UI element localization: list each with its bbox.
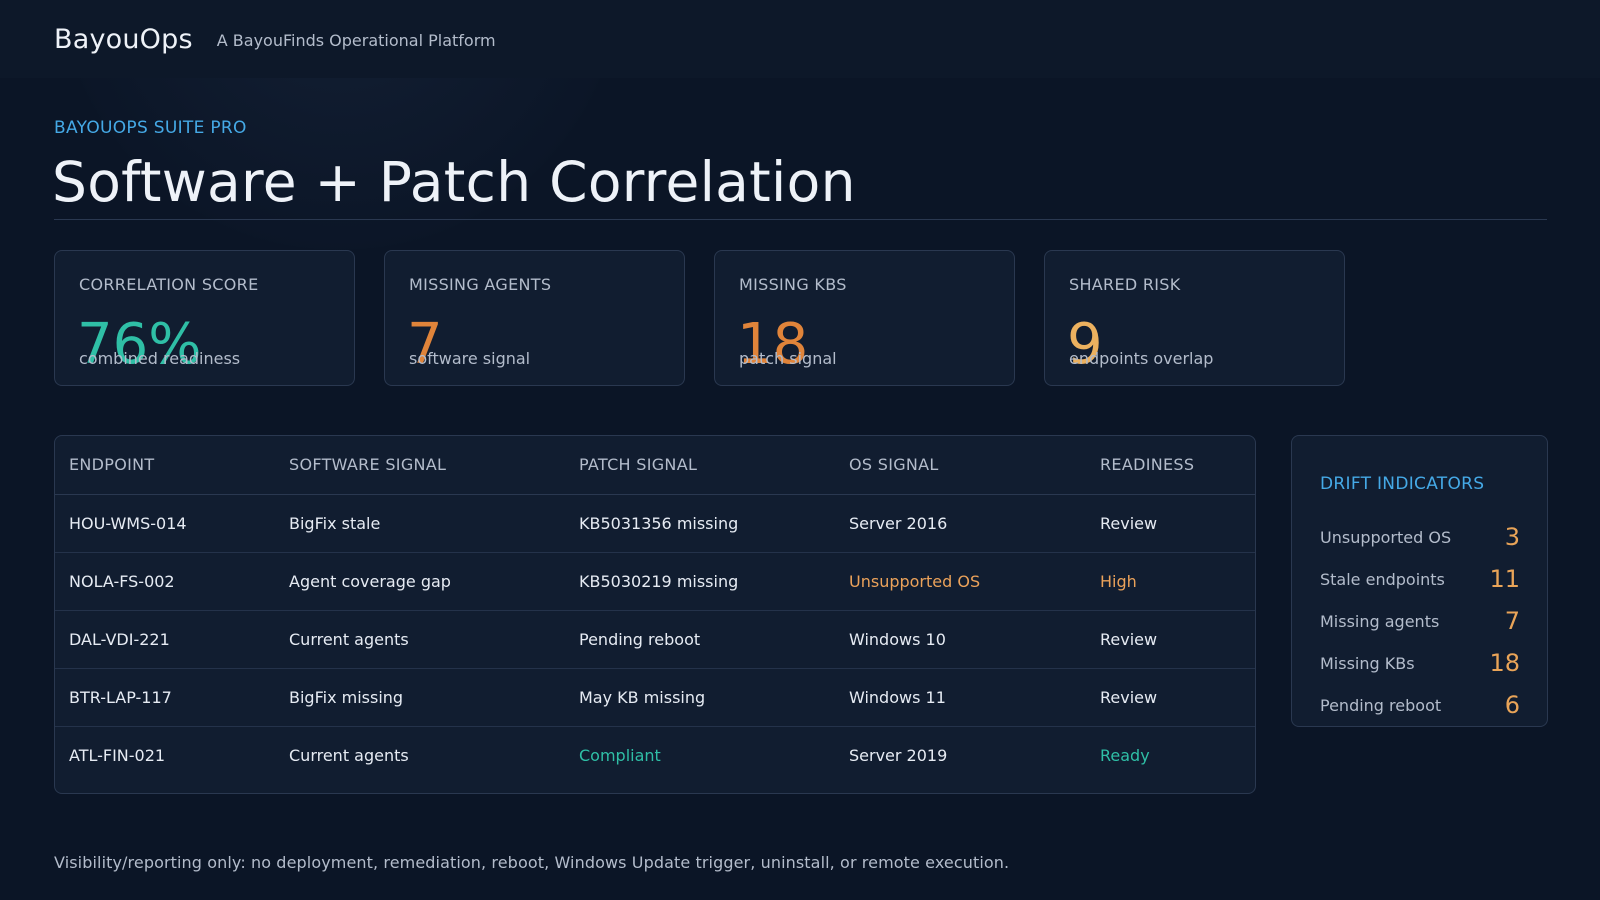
suite-kicker: BAYOUOPS SUITE PRO [54, 118, 247, 138]
metric-value: 7 [407, 312, 443, 377]
table-row[interactable]: NOLA-FS-002 Agent coverage gap KB5030219… [55, 552, 1255, 611]
drift-item-pending-reboot: Pending reboot 6 [1320, 684, 1520, 726]
cell-patch-signal: KB5031356 missing [565, 494, 835, 553]
cell-endpoint: NOLA-FS-002 [55, 552, 275, 611]
table-row[interactable]: BTR-LAP-117 BigFix missing May KB missin… [55, 668, 1255, 727]
table-row[interactable]: DAL-VDI-221 Current agents Pending reboo… [55, 610, 1255, 669]
column-header-patch-signal[interactable]: PATCH SIGNAL [565, 436, 835, 495]
metric-subtitle: patch signal [739, 349, 837, 368]
correlation-table: ENDPOINT SOFTWARE SIGNAL PATCH SIGNAL OS… [54, 435, 1256, 794]
footer-disclaimer: Visibility/reporting only: no deployment… [54, 853, 1010, 872]
drift-item-missing-agents: Missing agents 7 [1320, 600, 1520, 642]
metric-card-missing-kbs: MISSING KBS 18 patch signal [714, 250, 1015, 386]
cell-software-signal: BigFix stale [275, 494, 565, 553]
column-header-software-signal[interactable]: SOFTWARE SIGNAL [275, 436, 565, 495]
metric-value: 9 [1067, 312, 1103, 377]
metric-card-shared-risk: SHARED RISK 9 endpoints overlap [1044, 250, 1345, 386]
metric-value: 76% [77, 312, 202, 377]
cell-readiness: Review [1086, 610, 1255, 669]
cell-software-signal: Agent coverage gap [275, 552, 565, 611]
drift-item-stale-endpoints: Stale endpoints 11 [1320, 558, 1520, 600]
drift-value: 7 [1504, 607, 1520, 635]
cell-os-signal: Server 2019 [849, 745, 948, 765]
page-title: Software + Patch Correlation [52, 150, 856, 214]
metric-card-correlation-score: CORRELATION SCORE 76% combined readiness [54, 250, 355, 386]
cell-os-signal: Windows 10 [835, 610, 1086, 669]
cell-os-signal: Unsupported OS [835, 552, 1086, 611]
brand-tagline: A BayouFinds Operational Platform [216, 30, 496, 50]
drift-panel-title: DRIFT INDICATORS [1320, 474, 1485, 494]
cell-patch-signal: KB5030219 missing [565, 552, 835, 611]
metric-label: MISSING KBS [739, 275, 847, 294]
cell-endpoint: DAL-VDI-221 [55, 610, 275, 669]
cell-readiness: Review [1086, 668, 1255, 727]
drift-indicators-panel: DRIFT INDICATORS Unsupported OS 3 Stale … [1291, 435, 1548, 727]
cell-readiness: High [1086, 552, 1255, 611]
metric-subtitle: software signal [409, 349, 531, 368]
drift-value: 3 [1504, 523, 1520, 551]
metric-label: CORRELATION SCORE [79, 275, 259, 294]
drift-label: Missing agents [1320, 611, 1440, 631]
drift-list: Unsupported OS 3 Stale endpoints 11 Miss… [1320, 516, 1520, 726]
cell-software-signal: Current agents [289, 745, 409, 765]
cell-endpoint: HOU-WMS-014 [55, 494, 275, 553]
cell-os-signal: Windows 11 [835, 668, 1086, 727]
cell-endpoint: BTR-LAP-117 [55, 668, 275, 727]
column-header-endpoint[interactable]: ENDPOINT [55, 436, 275, 495]
table-row[interactable]: ATL-FIN-021 Current agents Compliant Ser… [55, 726, 1255, 784]
title-divider [54, 219, 1547, 220]
column-header-readiness[interactable]: READINESS [1086, 436, 1255, 495]
metric-label: MISSING AGENTS [409, 275, 552, 294]
cell-patch-signal: Compliant [579, 745, 661, 765]
cell-endpoint: ATL-FIN-021 [69, 745, 166, 765]
cell-patch-signal: Pending reboot [565, 610, 835, 669]
drift-value: 11 [1489, 565, 1520, 593]
metric-subtitle: combined readiness [79, 349, 241, 368]
cell-os-signal: Server 2016 [835, 494, 1086, 553]
cell-software-signal: Current agents [275, 610, 565, 669]
cell-patch-signal: May KB missing [565, 668, 835, 727]
drift-item-missing-kbs: Missing KBs 18 [1320, 642, 1520, 684]
top-bar: BayouOps A BayouFinds Operational Platfo… [0, 0, 1600, 78]
drift-item-unsupported-os: Unsupported OS 3 [1320, 516, 1520, 558]
metric-label: SHARED RISK [1069, 275, 1181, 294]
table-header-row: ENDPOINT SOFTWARE SIGNAL PATCH SIGNAL OS… [55, 436, 1255, 495]
drift-label: Pending reboot [1320, 695, 1442, 715]
drift-label: Stale endpoints [1320, 569, 1445, 589]
drift-value: 18 [1489, 649, 1520, 677]
metric-card-missing-agents: MISSING AGENTS 7 software signal [384, 250, 685, 386]
brand-logo[interactable]: BayouOps [54, 23, 193, 55]
drift-value: 6 [1504, 691, 1520, 719]
metric-value: 18 [737, 312, 809, 377]
drift-label: Unsupported OS [1320, 527, 1452, 547]
column-header-os-signal[interactable]: OS SIGNAL [835, 436, 1086, 495]
drift-label: Missing KBs [1320, 653, 1415, 673]
table-row[interactable]: HOU-WMS-014 BigFix stale KB5031356 missi… [55, 494, 1255, 553]
cell-readiness: Ready [1100, 745, 1150, 765]
metric-subtitle: endpoints overlap [1069, 349, 1214, 368]
cell-software-signal: BigFix missing [275, 668, 565, 727]
cell-readiness: Review [1086, 494, 1255, 553]
